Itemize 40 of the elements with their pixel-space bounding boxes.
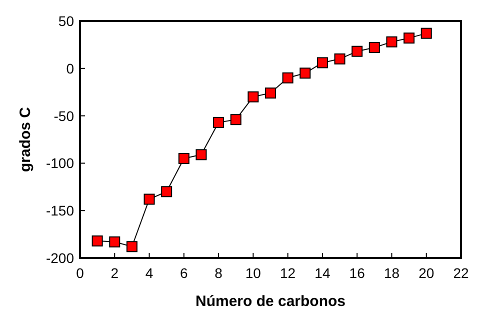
x-tick-label: 0 <box>76 265 84 281</box>
y-tick-label: 50 <box>58 13 74 29</box>
point <box>126 241 138 252</box>
y-tick-label: -150 <box>46 202 74 219</box>
point <box>316 57 328 68</box>
y-tick-label: -200 <box>46 250 74 266</box>
point <box>109 236 120 248</box>
point <box>265 88 276 99</box>
point <box>386 36 398 48</box>
point <box>404 32 415 44</box>
point <box>368 42 380 54</box>
point <box>248 91 259 102</box>
y-axis-title: grados C <box>17 106 34 172</box>
x-tick-label: 20 <box>418 265 434 281</box>
point <box>213 116 224 128</box>
point <box>420 28 432 39</box>
y-tick-label: -100 <box>46 155 74 172</box>
point <box>144 194 155 205</box>
x-tick-label: 4 <box>145 265 154 281</box>
point <box>178 152 190 164</box>
x-tick-label: 8 <box>214 265 223 281</box>
x-tick-label: 18 <box>384 265 400 281</box>
x-tick-label: 10 <box>245 265 262 281</box>
point <box>352 46 363 57</box>
point <box>282 72 294 84</box>
x-tick-label: 12 <box>280 265 296 281</box>
y-tick-label: -50 <box>54 108 74 124</box>
point <box>196 149 207 160</box>
x-tick-label: 6 <box>180 265 188 281</box>
y-tick-label: 0 <box>66 60 74 76</box>
x-tick-label: 16 <box>349 265 366 281</box>
point <box>334 53 346 64</box>
x-axis-title: Número de carbonos <box>195 293 346 310</box>
point <box>92 235 103 246</box>
point <box>161 186 172 198</box>
x-tick-label: 14 <box>314 265 330 281</box>
point <box>230 114 242 126</box>
point <box>300 68 311 79</box>
x-tick-label: 2 <box>110 265 119 281</box>
x-tick-label: 22 <box>453 265 469 281</box>
